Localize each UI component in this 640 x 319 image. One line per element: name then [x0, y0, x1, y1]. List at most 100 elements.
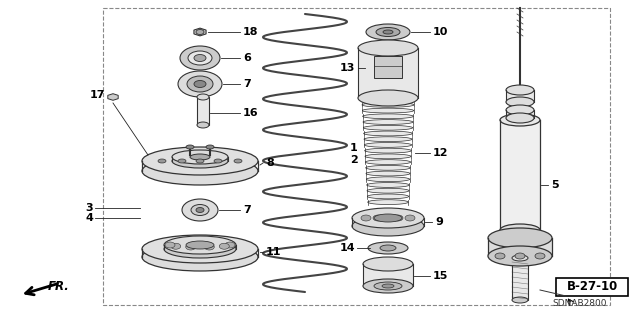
Text: 8: 8: [266, 158, 274, 168]
Ellipse shape: [535, 253, 545, 259]
Ellipse shape: [142, 243, 258, 271]
Text: 2: 2: [350, 155, 358, 165]
Text: 6: 6: [243, 53, 251, 63]
Text: SDNAB2800: SDNAB2800: [552, 299, 607, 308]
Text: B-27-10: B-27-10: [566, 280, 618, 293]
Ellipse shape: [495, 253, 505, 259]
Ellipse shape: [373, 215, 383, 221]
Ellipse shape: [383, 30, 393, 34]
Ellipse shape: [196, 159, 204, 163]
Ellipse shape: [363, 257, 413, 271]
Ellipse shape: [364, 125, 413, 130]
Ellipse shape: [364, 143, 412, 147]
Ellipse shape: [165, 242, 175, 248]
Ellipse shape: [197, 94, 209, 100]
Bar: [556, 278, 628, 296]
Bar: [506, 110, 534, 118]
Ellipse shape: [512, 255, 528, 261]
Text: 7: 7: [243, 205, 251, 215]
Ellipse shape: [365, 166, 410, 170]
Bar: [512, 258, 528, 300]
Ellipse shape: [172, 150, 228, 164]
Text: 11: 11: [266, 247, 282, 257]
Ellipse shape: [187, 76, 213, 92]
Ellipse shape: [363, 279, 413, 293]
Ellipse shape: [500, 224, 540, 236]
Text: 7: 7: [243, 79, 251, 89]
Text: 14: 14: [339, 243, 355, 253]
Ellipse shape: [364, 131, 412, 136]
Text: 12: 12: [433, 148, 449, 158]
Ellipse shape: [225, 242, 235, 248]
Ellipse shape: [374, 282, 402, 290]
Bar: [374, 56, 402, 78]
Ellipse shape: [365, 154, 411, 159]
Bar: [358, 48, 418, 98]
Text: 18: 18: [243, 27, 259, 37]
Ellipse shape: [178, 71, 222, 97]
Text: 1: 1: [350, 143, 358, 153]
Ellipse shape: [368, 242, 408, 254]
Ellipse shape: [367, 200, 408, 204]
Ellipse shape: [191, 204, 209, 216]
Ellipse shape: [180, 46, 220, 70]
Ellipse shape: [171, 243, 180, 249]
Ellipse shape: [506, 97, 534, 107]
Ellipse shape: [506, 105, 534, 115]
Ellipse shape: [500, 114, 540, 126]
Ellipse shape: [488, 228, 552, 248]
Ellipse shape: [220, 243, 229, 249]
Ellipse shape: [197, 122, 209, 128]
Ellipse shape: [405, 215, 415, 221]
Ellipse shape: [380, 245, 396, 251]
Bar: [506, 90, 534, 102]
Ellipse shape: [234, 159, 242, 163]
Ellipse shape: [515, 253, 525, 259]
Text: 13: 13: [340, 63, 355, 73]
Ellipse shape: [188, 51, 212, 65]
Ellipse shape: [512, 297, 528, 303]
Bar: [363, 264, 413, 286]
Ellipse shape: [196, 29, 204, 34]
Ellipse shape: [178, 159, 186, 163]
Ellipse shape: [164, 236, 236, 254]
Ellipse shape: [358, 40, 418, 56]
Ellipse shape: [361, 215, 371, 221]
Ellipse shape: [362, 102, 414, 107]
Text: 5: 5: [551, 180, 559, 190]
Ellipse shape: [204, 244, 214, 250]
Ellipse shape: [488, 246, 552, 266]
Ellipse shape: [182, 199, 218, 221]
Ellipse shape: [366, 24, 410, 40]
Ellipse shape: [366, 177, 410, 182]
Ellipse shape: [186, 244, 196, 250]
Ellipse shape: [194, 80, 206, 87]
Text: 10: 10: [433, 27, 449, 37]
Ellipse shape: [374, 214, 402, 222]
Ellipse shape: [186, 241, 214, 249]
Bar: [488, 238, 552, 256]
Text: FR.: FR.: [48, 279, 70, 293]
Ellipse shape: [364, 137, 412, 142]
Ellipse shape: [506, 113, 534, 123]
Ellipse shape: [142, 157, 258, 185]
Ellipse shape: [393, 215, 403, 221]
Bar: [500, 120, 540, 230]
Text: 15: 15: [433, 271, 449, 281]
Ellipse shape: [383, 215, 393, 221]
Ellipse shape: [352, 208, 424, 228]
Ellipse shape: [172, 154, 228, 168]
Ellipse shape: [194, 55, 206, 62]
Ellipse shape: [214, 159, 222, 163]
Ellipse shape: [363, 120, 413, 124]
Ellipse shape: [363, 114, 413, 119]
Ellipse shape: [366, 171, 410, 176]
Text: 9: 9: [435, 217, 443, 227]
Text: 3: 3: [85, 203, 93, 213]
Ellipse shape: [367, 182, 410, 187]
Ellipse shape: [358, 90, 418, 106]
Text: 17: 17: [90, 90, 105, 100]
Ellipse shape: [142, 147, 258, 175]
Bar: [103, 8, 610, 305]
Bar: [197, 97, 209, 125]
